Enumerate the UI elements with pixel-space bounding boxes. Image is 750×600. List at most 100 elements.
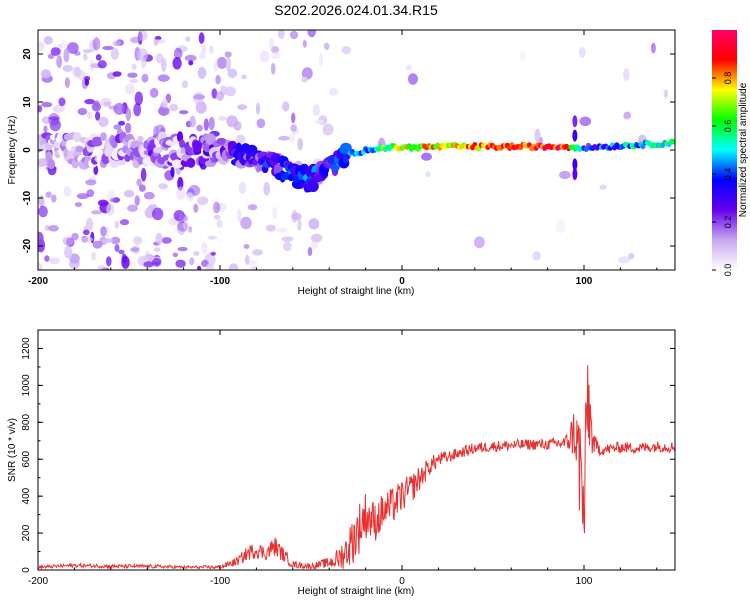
spectral-noise-blob	[105, 226, 110, 238]
y-tick-label: 20	[22, 48, 33, 60]
spectral-noise-blob	[52, 104, 65, 113]
spectral-noise-blob	[201, 241, 208, 255]
spectral-noise-blob	[87, 111, 92, 120]
spectral-noise-blob	[81, 237, 94, 242]
spectral-noise-blob	[272, 206, 278, 219]
spectral-noise-blob	[307, 246, 313, 257]
y-tick-label: -10	[22, 190, 33, 205]
spectral-noise-blob	[158, 183, 168, 190]
spectral-noise-blob	[130, 36, 142, 44]
spectral-noise-blob	[227, 68, 238, 78]
spectral-noise-blob	[45, 191, 52, 198]
spectral-noise-blob	[177, 246, 188, 252]
spectral-noise-blob	[102, 46, 114, 50]
spectral-noise-blob	[38, 195, 45, 208]
y-tick-label: 800	[21, 414, 32, 431]
spectral-noise-blob	[102, 238, 114, 244]
spectral-noise-blob	[101, 267, 110, 270]
spectral-noise-blob	[154, 39, 166, 44]
spectral-disturbance	[572, 115, 578, 128]
spectral-noise-blob	[91, 252, 96, 261]
spectral-noise-blob	[277, 30, 285, 39]
spectral-noise-blob	[138, 30, 148, 41]
spectral-noise-blob	[93, 165, 99, 176]
spectral-noise-blob	[579, 116, 592, 127]
spectral-noise-blob	[97, 265, 107, 270]
spectral-noise-blob	[210, 251, 216, 256]
spectral-noise-blob	[474, 236, 485, 249]
spectral-noise-blob	[283, 241, 292, 252]
x-tick-label: 100	[576, 576, 593, 587]
spectral-ridge-point	[137, 156, 144, 165]
spectral-ridge-point	[671, 139, 675, 145]
spectral-noise-blob	[152, 207, 164, 221]
spectral-noise-blob	[244, 254, 250, 265]
spectral-noise-blob	[170, 166, 175, 178]
spectral-noise-blob	[38, 231, 44, 245]
spectral-noise-blob	[555, 219, 566, 234]
spectral-noise-blob	[133, 236, 143, 245]
spectral-noise-blob	[199, 52, 207, 60]
spectral-ridge-point	[47, 159, 56, 170]
colorbar-tick-label: 0.2	[723, 216, 733, 229]
spectral-noise-blob	[323, 42, 330, 51]
snr-x-ticks: -200 -100 0 100	[28, 330, 658, 587]
spectral-noise-blob	[106, 256, 112, 267]
spectral-ridge-point	[330, 164, 340, 171]
spectral-noise-blob	[193, 250, 200, 256]
spectral-noise-blob	[243, 244, 250, 249]
spectral-ridge-point	[100, 132, 107, 141]
colorbar-label: Normalized spectral amplitude	[738, 82, 749, 217]
spectral-noise-blob	[63, 48, 70, 63]
colorbar-tick-label: 0.4	[723, 168, 733, 181]
spectral-noise-blob	[237, 208, 242, 222]
spectral-noise-blob	[247, 204, 258, 211]
colorbar-tick-label: 0.0	[723, 264, 733, 277]
spectral-noise-blob	[152, 257, 162, 267]
colorbar-tick-label: 0.6	[723, 120, 733, 133]
y-tick-label: 1000	[21, 374, 32, 397]
spectral-noise-blob	[663, 89, 669, 99]
spectral-noise-blob	[38, 205, 48, 218]
spectral-noise-blob	[58, 97, 66, 107]
spectral-noise-blob	[109, 197, 120, 203]
spectral-noise-blob	[185, 36, 191, 42]
spectral-noise-blob	[82, 229, 90, 236]
spectral-noise-blob	[623, 68, 630, 81]
spectral-noise-blob	[188, 60, 194, 66]
spectral-ridge-point	[75, 145, 84, 153]
spectral-noise-blob	[44, 255, 50, 262]
spectral-noise-blob	[241, 74, 247, 80]
spectral-noise-blob	[172, 57, 182, 70]
spectral-noise-blob	[209, 45, 214, 54]
spectral-noise-blob	[49, 116, 60, 121]
spectral-noise-blob	[534, 128, 541, 143]
spectral-noise-blob	[62, 236, 74, 246]
spectral-noise-blob	[134, 195, 140, 207]
spectral-noise-blob	[193, 91, 205, 105]
spectral-noise-blob	[145, 250, 150, 262]
spectral-noise-blob	[143, 191, 155, 200]
spectral-ridge-point	[38, 158, 48, 167]
spectral-noise-blob	[175, 259, 186, 268]
spectrogram-y-ticks: -20 -10 0 10 20	[22, 48, 675, 253]
spectral-noise-blob	[119, 219, 130, 226]
snr-y-ticks: 0 200 400 600 800 1000 1200	[21, 329, 675, 573]
spectrogram-y-axis-label: Frequency (Hz)	[7, 116, 18, 185]
spectral-ridge-point	[340, 142, 352, 154]
spectral-noise-blob	[113, 102, 125, 115]
spectral-noise-blob	[92, 37, 101, 51]
spectral-noise-blob	[91, 210, 102, 215]
spectral-noise-blob	[240, 216, 252, 230]
spectral-noise-blob	[208, 116, 215, 131]
spectral-noise-blob	[189, 115, 196, 128]
snr-y-axis-label: SNR (10 * v/v)	[7, 418, 18, 482]
spectral-noise-blob	[255, 102, 261, 115]
spectral-noise-blob	[141, 73, 149, 83]
y-tick-label: -20	[22, 238, 33, 253]
spectral-noise-blob	[91, 102, 102, 112]
spectral-noise-blob	[114, 220, 120, 229]
spectrogram-x-ticks: -200 -100 0 100	[28, 30, 658, 287]
spectral-noise-blob	[97, 60, 107, 69]
spectral-noise-blob	[291, 112, 296, 124]
